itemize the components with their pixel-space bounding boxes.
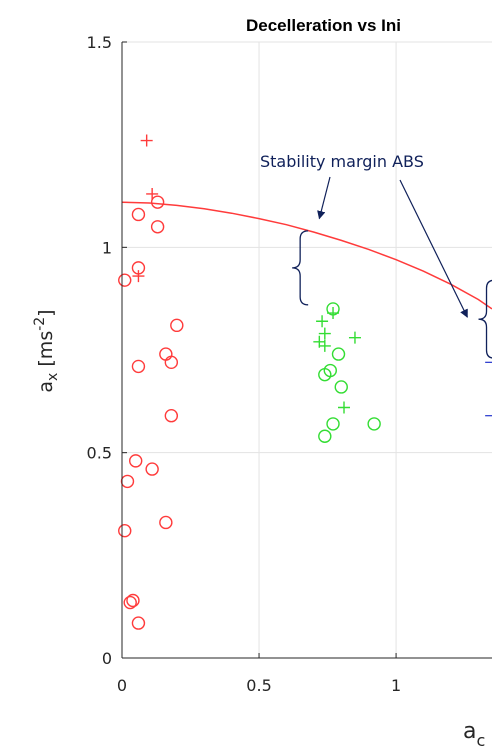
data-points-layer [118,134,381,630]
data-point-circle [164,409,179,423]
stability-curve-layer [121,201,492,310]
data-point-circle [129,454,143,468]
data-point-plus [348,331,361,344]
data-point-circle [131,207,146,222]
y-tick-label: 0.5 [87,444,112,463]
ylabel-main: a [35,381,57,393]
x-axis-label: ac [463,719,485,750]
y-axis-label-text: ax [ms-2] [32,309,61,392]
data-point-plus [316,315,329,328]
y-axis-label: ax [ms-2] [32,309,61,392]
data-point-circle [318,429,332,443]
data-point-circle [318,367,332,382]
data-point-circle [123,595,137,610]
margin-brace [478,279,492,359]
data-point-circle [131,616,146,630]
blue-segments-layer [485,361,492,417]
y-tick-label: 1 [102,238,112,257]
chart-title: Decelleration vs Ini [246,16,401,35]
x-tick-label: 1 [391,676,401,695]
data-point-circle [170,318,184,333]
ylabel-sub: x [45,373,61,381]
data-point-circle [131,359,146,374]
x-tick-label: 0 [117,676,127,695]
data-point-plus [318,327,331,340]
xlabel-main: a [463,719,476,744]
tick-labels-layer: 0 0.5 1 0 0.5 1 1.5 [87,33,402,695]
data-point-circle [334,380,348,394]
annotation-arrow [399,179,468,318]
xlabel-sub: c [476,731,485,750]
data-point-circle [118,523,132,538]
data-point-circle [118,273,132,287]
ylabel-unit-open: [ms [35,331,57,373]
annotation-label: Stability margin ABS [260,152,424,171]
y-tick-label: 1.5 [87,33,112,52]
axes-layer [121,41,492,659]
x-tick-label: 0.5 [246,676,271,695]
data-point-circle [150,220,165,234]
ylabel-unit-close: ] [35,309,57,316]
data-point-plus [140,134,153,147]
annotation-layer: Stability margin ABS [260,152,468,318]
data-point-circle [164,355,179,370]
data-point-circle [126,593,140,608]
data-point-plus [338,401,350,414]
data-point-circle [331,347,346,361]
data-point-circle [120,474,135,489]
data-point-circle [150,195,165,209]
data-point-plus [327,307,340,320]
annotation-arrow [317,176,331,220]
y-tick-label: 0 [102,649,112,668]
data-point-plus [318,339,331,352]
data-point-plus [146,187,159,200]
data-point-circle [367,417,381,431]
data-point-plus [132,270,145,283]
plot-area [122,42,492,658]
data-point-circle [326,417,340,431]
stability-curve [121,201,492,310]
ylabel-unit-exp: -2 [32,317,48,331]
data-point-circle [145,462,159,476]
data-point-circle [159,515,173,530]
